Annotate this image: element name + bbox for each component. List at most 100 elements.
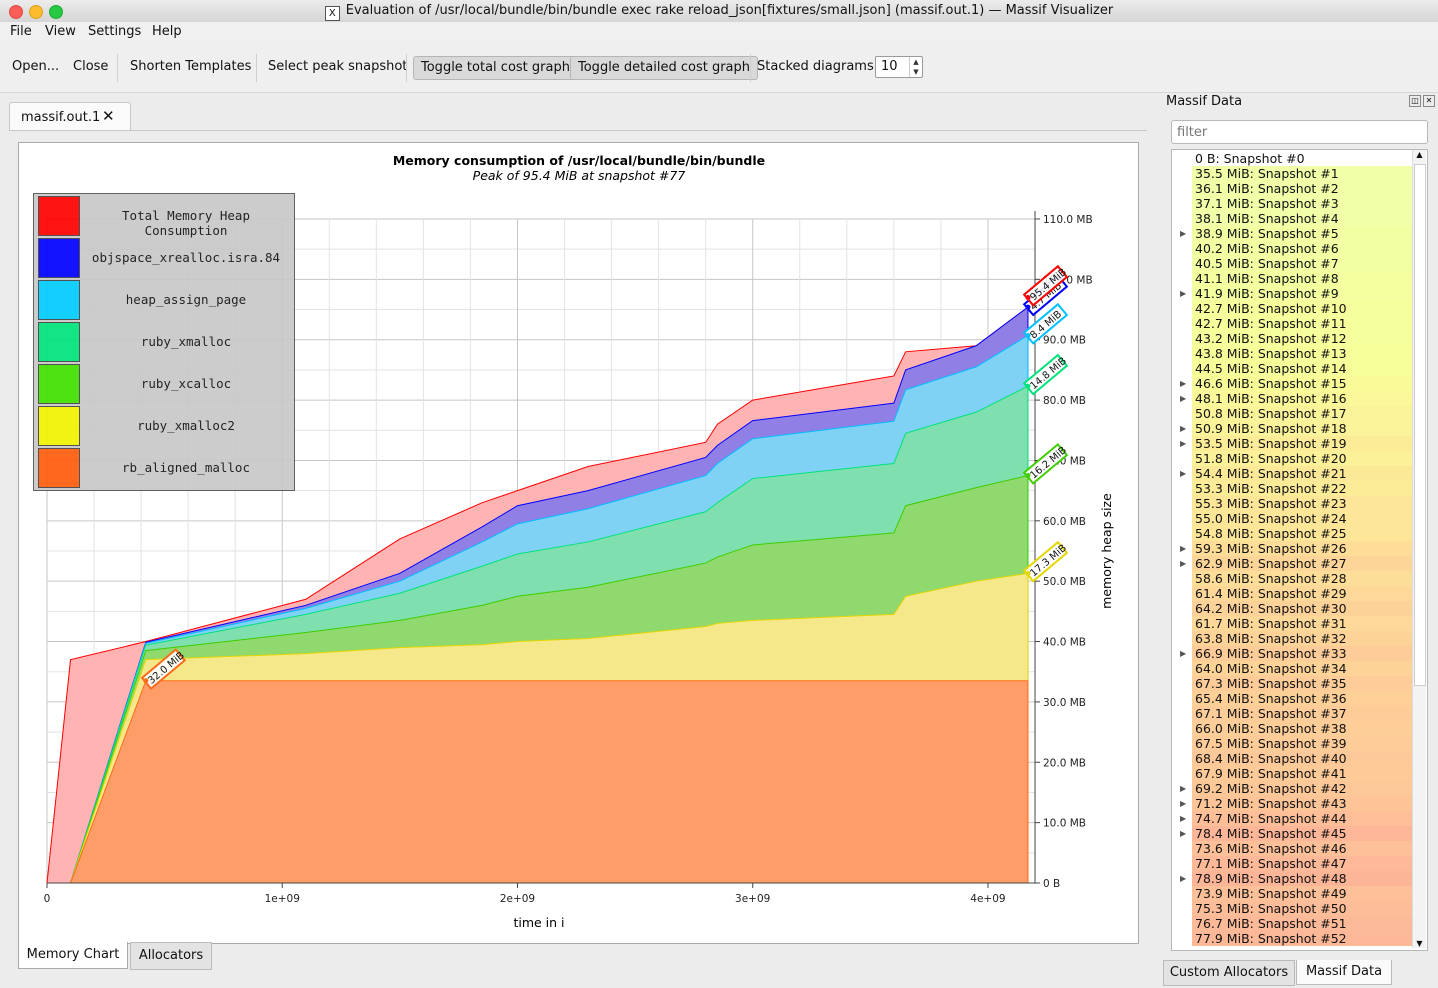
list-item[interactable]: 63.8 MiB: Snapshot #32: [1172, 631, 1412, 646]
list-item[interactable]: 50.8 MiB: Snapshot #17: [1172, 406, 1412, 421]
list-item[interactable]: ▶ 41.9 MiB: Snapshot #9: [1172, 286, 1412, 301]
list-item[interactable]: 55.3 MiB: Snapshot #23: [1172, 496, 1412, 511]
list-item[interactable]: 42.7 MiB: Snapshot #11: [1172, 316, 1412, 331]
select-peak-snapshot-button[interactable]: Select peak snapshot: [268, 59, 408, 74]
expand-arrow-icon[interactable]: ▶: [1180, 424, 1187, 433]
toggle-detailed-cost-button[interactable]: Toggle detailed cost graph: [570, 56, 759, 80]
memory-chart[interactable]: Memory consumption of /usr/local/bundle/…: [19, 143, 1138, 943]
list-item[interactable]: ▶ 71.2 MiB: Snapshot #43: [1172, 796, 1412, 811]
menu-file[interactable]: File: [10, 24, 32, 39]
list-item[interactable]: ▶ 53.5 MiB: Snapshot #19: [1172, 436, 1412, 451]
expand-arrow-icon[interactable]: ▶: [1180, 874, 1187, 883]
expand-arrow-icon[interactable]: ▶: [1180, 649, 1187, 658]
list-item[interactable]: 36.1 MiB: Snapshot #2: [1172, 181, 1412, 196]
expand-arrow-icon[interactable]: ▶: [1180, 229, 1187, 238]
scroll-down-icon[interactable]: ▼: [1416, 939, 1423, 948]
tab-custom-allocators[interactable]: Custom Allocators: [1163, 960, 1295, 986]
toggle-total-cost-button[interactable]: Toggle total cost graph: [413, 56, 578, 80]
list-item[interactable]: 73.9 MiB: Snapshot #49: [1172, 886, 1412, 901]
list-item[interactable]: 76.7 MiB: Snapshot #51: [1172, 916, 1412, 931]
list-item[interactable]: 61.7 MiB: Snapshot #31: [1172, 616, 1412, 631]
list-item[interactable]: ▶ 74.7 MiB: Snapshot #44: [1172, 811, 1412, 826]
list-item[interactable]: ▶ 54.4 MiB: Snapshot #21: [1172, 466, 1412, 481]
list-item[interactable]: 68.4 MiB: Snapshot #40: [1172, 751, 1412, 766]
minimize-window-button[interactable]: [29, 5, 43, 19]
close-panel-icon[interactable]: ✕: [1423, 95, 1435, 107]
list-item[interactable]: 43.2 MiB: Snapshot #12: [1172, 331, 1412, 346]
stacked-diagrams-spinbox[interactable]: 10 ▲ ▼: [875, 56, 923, 78]
snapshot-list[interactable]: 0 B: Snapshot #0 35.5 MiB: Snapshot #1 36.…: [1171, 149, 1428, 951]
snapshot-list-scrollbar[interactable]: ▲ ▼: [1412, 150, 1426, 948]
snapshot-color-bar: [1192, 436, 1412, 451]
list-item[interactable]: 51.8 MiB: Snapshot #20: [1172, 451, 1412, 466]
expand-arrow-icon[interactable]: ▶: [1180, 379, 1187, 388]
expand-arrow-icon[interactable]: ▶: [1180, 289, 1187, 298]
list-item[interactable]: ▶ 59.3 MiB: Snapshot #26: [1172, 541, 1412, 556]
list-item[interactable]: ▶ 69.2 MiB: Snapshot #42: [1172, 781, 1412, 796]
scroll-up-icon[interactable]: ▲: [1416, 150, 1423, 159]
list-item[interactable]: 67.5 MiB: Snapshot #39: [1172, 736, 1412, 751]
tab-allocators[interactable]: Allocators: [130, 942, 212, 970]
filter-field[interactable]: [1171, 120, 1428, 144]
expand-arrow-icon[interactable]: ▶: [1180, 829, 1187, 838]
expand-arrow-icon[interactable]: ▶: [1180, 394, 1187, 403]
list-item[interactable]: 67.1 MiB: Snapshot #37: [1172, 706, 1412, 721]
list-item[interactable]: 54.8 MiB: Snapshot #25: [1172, 526, 1412, 541]
list-item[interactable]: 44.5 MiB: Snapshot #14: [1172, 361, 1412, 376]
list-item[interactable]: 67.9 MiB: Snapshot #41: [1172, 766, 1412, 781]
close-window-button[interactable]: [9, 5, 23, 19]
open-button[interactable]: Open...: [12, 59, 60, 74]
shorten-templates-button[interactable]: Shorten Templates: [130, 59, 252, 74]
list-item[interactable]: 55.0 MiB: Snapshot #24: [1172, 511, 1412, 526]
list-item[interactable]: 42.7 MiB: Snapshot #10: [1172, 301, 1412, 316]
expand-arrow-icon[interactable]: ▶: [1180, 469, 1187, 478]
list-item[interactable]: ▶ 50.9 MiB: Snapshot #18: [1172, 421, 1412, 436]
list-item[interactable]: 67.3 MiB: Snapshot #35: [1172, 676, 1412, 691]
list-item[interactable]: 43.8 MiB: Snapshot #13: [1172, 346, 1412, 361]
list-item[interactable]: 53.3 MiB: Snapshot #22: [1172, 481, 1412, 496]
list-item[interactable]: ▶ 78.9 MiB: Snapshot #48: [1172, 871, 1412, 886]
list-item[interactable]: 58.6 MiB: Snapshot #28: [1172, 571, 1412, 586]
tab-massif-data[interactable]: Massif Data: [1296, 960, 1392, 985]
list-item[interactable]: 40.5 MiB: Snapshot #7: [1172, 256, 1412, 271]
list-item[interactable]: 64.2 MiB: Snapshot #30: [1172, 601, 1412, 616]
list-item[interactable]: ▶ 66.9 MiB: Snapshot #33: [1172, 646, 1412, 661]
expand-arrow-icon[interactable]: ▶: [1180, 799, 1187, 808]
list-item[interactable]: 37.1 MiB: Snapshot #3: [1172, 196, 1412, 211]
list-item[interactable]: 75.3 MiB: Snapshot #50: [1172, 901, 1412, 916]
list-item[interactable]: ▶ 38.9 MiB: Snapshot #5: [1172, 226, 1412, 241]
expand-arrow-icon[interactable]: ▶: [1180, 784, 1187, 793]
tab-memory-chart[interactable]: Memory Chart: [18, 942, 128, 969]
list-item[interactable]: 73.6 MiB: Snapshot #46: [1172, 841, 1412, 856]
expand-arrow-icon[interactable]: ▶: [1180, 439, 1187, 448]
list-item[interactable]: 38.1 MiB: Snapshot #4: [1172, 211, 1412, 226]
list-item[interactable]: ▶ 62.9 MiB: Snapshot #27: [1172, 556, 1412, 571]
list-item[interactable]: ▶ 78.4 MiB: Snapshot #45: [1172, 826, 1412, 841]
list-item[interactable]: ▶ 48.1 MiB: Snapshot #16: [1172, 391, 1412, 406]
menu-view[interactable]: View: [45, 24, 76, 39]
expand-arrow-icon[interactable]: ▶: [1180, 559, 1187, 568]
scrollbar-thumb[interactable]: [1414, 164, 1426, 686]
zoom-window-button[interactable]: [49, 5, 63, 19]
list-item[interactable]: ▶ 46.6 MiB: Snapshot #15: [1172, 376, 1412, 391]
list-item[interactable]: 40.2 MiB: Snapshot #6: [1172, 241, 1412, 256]
spin-arrows-icon[interactable]: ▲ ▼: [909, 57, 922, 77]
expand-arrow-icon[interactable]: ▶: [1180, 814, 1187, 823]
list-item[interactable]: 65.4 MiB: Snapshot #36: [1172, 691, 1412, 706]
expand-arrow-icon[interactable]: ▶: [1180, 544, 1187, 553]
list-item[interactable]: 77.1 MiB: Snapshot #47: [1172, 856, 1412, 871]
menu-help[interactable]: Help: [152, 24, 182, 39]
list-item[interactable]: 35.5 MiB: Snapshot #1: [1172, 166, 1412, 181]
close-tab-icon[interactable]: ✕: [102, 107, 115, 125]
list-item[interactable]: 77.9 MiB: Snapshot #52: [1172, 931, 1412, 946]
list-item[interactable]: 41.1 MiB: Snapshot #8: [1172, 271, 1412, 286]
list-item[interactable]: 61.4 MiB: Snapshot #29: [1172, 586, 1412, 601]
menu-settings[interactable]: Settings: [88, 24, 142, 39]
document-tab[interactable]: massif.out.1 ✕: [9, 102, 131, 131]
float-panel-icon[interactable]: ◫: [1409, 95, 1421, 107]
close-button[interactable]: Close: [73, 59, 109, 74]
filter-input[interactable]: [1175, 124, 1419, 141]
list-item[interactable]: 0 B: Snapshot #0: [1172, 151, 1412, 166]
list-item[interactable]: 64.0 MiB: Snapshot #34: [1172, 661, 1412, 676]
list-item[interactable]: 66.0 MiB: Snapshot #38: [1172, 721, 1412, 736]
